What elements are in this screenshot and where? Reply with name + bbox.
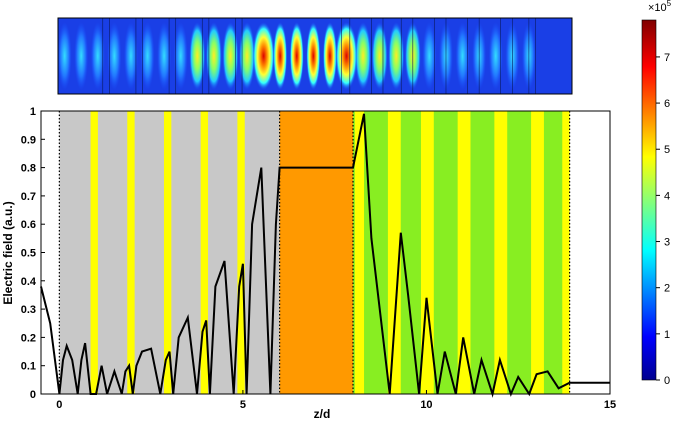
layer-stripe-2-0 — [354, 111, 365, 394]
heatmap-lobe-7 — [173, 22, 188, 90]
y-tick-label-1: 0.1 — [21, 361, 36, 373]
layer-stripe-0-2 — [163, 111, 172, 394]
colorbar-tick-label-0: 0 — [664, 375, 670, 387]
heatmap-lobe-15 — [306, 22, 321, 90]
heatmap-lobe-12 — [252, 22, 275, 90]
heatmap-lobe-16 — [322, 22, 337, 90]
x-tick-label-3: 15 — [604, 399, 616, 411]
heatmap-lobe-19 — [371, 22, 388, 90]
y-tick-label-6: 0.6 — [21, 219, 36, 231]
heatmap-lobe-13 — [273, 22, 288, 90]
heatmap-lobe-14 — [289, 22, 304, 90]
colorbar-exponent: ×105 — [648, 0, 672, 14]
colorbar-tick-label-6: 6 — [664, 98, 670, 110]
y-tick-label-7: 0.7 — [21, 191, 36, 203]
heatmap-lobe-10 — [222, 22, 239, 90]
field-heatmap — [57, 17, 573, 95]
heatmap-lobe-0 — [57, 22, 72, 90]
x-tick-label-0: 0 — [56, 399, 62, 411]
colorbar-tick-label-5: 5 — [664, 144, 670, 156]
series-line-electric-field — [40, 113, 610, 398]
heatmap-lobe-5 — [140, 22, 155, 90]
layer-stripe-2-4 — [494, 111, 508, 394]
heatmap-lobe-2 — [90, 22, 105, 90]
y-tick-label-3: 0.3 — [21, 304, 36, 316]
colorbar-tick-label-2: 2 — [664, 283, 670, 295]
heatmap-lobe-24 — [455, 22, 470, 90]
layer-stripe-0-1 — [127, 111, 135, 394]
heatmap-lobe-17 — [335, 22, 358, 90]
layer-stripe-2-3 — [457, 111, 471, 394]
x-axis-label: z/d — [314, 407, 331, 421]
colorbar-tick-label-1: 1 — [664, 329, 670, 341]
heatmap-lobe-18 — [355, 22, 372, 90]
layer-region-1 — [279, 111, 354, 394]
heatmap-lobe-8 — [189, 22, 206, 90]
heatmap-frame — [57, 17, 573, 95]
heatmap-lobe-11 — [239, 22, 256, 90]
heatmap-lobe-26 — [488, 22, 503, 90]
layer-stripe-2-5 — [531, 111, 544, 394]
heatmap-lobe-22 — [422, 22, 437, 90]
layer-stripe-0-4 — [237, 111, 245, 394]
layer-stripe-0-0 — [90, 111, 98, 394]
y-tick-label-2: 0.2 — [21, 332, 36, 344]
colorbar: ×105 0 1 2 3 4 5 6 7 — [641, 0, 672, 387]
colorbar-gradient — [641, 19, 657, 381]
layer-stripe-2-1 — [387, 111, 401, 394]
colorbar-tick-label-4: 4 — [664, 190, 670, 202]
layer-stripe-0-3 — [200, 111, 209, 394]
heatmap-lobe-20 — [388, 22, 405, 90]
x-tick-label-1: 5 — [240, 399, 246, 411]
y-axis-label: Electric field (a.u.) — [1, 201, 15, 304]
heatmap-lobe-1 — [74, 22, 89, 90]
x-tick-label-2: 10 — [420, 399, 432, 411]
y-tick-label-4: 0.4 — [21, 276, 37, 288]
y-tick-label-9: 0.9 — [21, 134, 36, 146]
colorbar-tick-label-7: 7 — [664, 52, 670, 64]
y-tick-label-0: 0 — [30, 389, 36, 401]
y-tick-label-10: 1 — [30, 106, 36, 118]
heatmap-lobe-6 — [157, 22, 172, 90]
heatmap-lobe-3 — [107, 22, 122, 90]
colorbar-tick-label-3: 3 — [664, 237, 670, 249]
layer-stripe-2-6 — [562, 111, 570, 394]
y-tick-label-5: 0.5 — [21, 248, 36, 260]
heatmap-lobe-4 — [123, 22, 138, 90]
y-tick-label-8: 0.8 — [21, 163, 36, 175]
electric-field-plot: 0 0.1 0.2 0.3 0.4 0.5 0.6 0.7 0.8 0.9 1 0 5 10 15 z/d… — [1, 106, 616, 421]
heatmap-lobe-9 — [205, 22, 222, 90]
